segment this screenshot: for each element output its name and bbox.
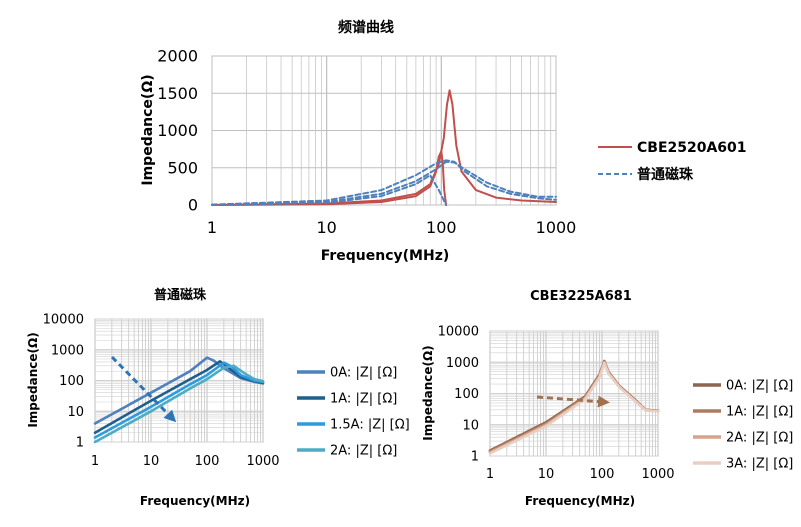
annotation-arrow <box>110 355 177 423</box>
x-tick-label: 100 <box>590 467 615 482</box>
legend-label: 1.5A: |Z| [Ω] <box>330 418 410 433</box>
x-axis-label: Frequency(MHz) <box>140 494 250 508</box>
legend-label: CBE2520A601 <box>637 140 747 156</box>
y-tick-label: 2000 <box>157 47 198 66</box>
x-axis-label: Frequency(MHz) <box>321 248 450 264</box>
x-axis-label: Frequency(MHz) <box>525 494 635 508</box>
y-tick-label: 1000 <box>157 121 198 140</box>
y-tick-label: 1 <box>76 436 84 451</box>
annotation-arrow <box>536 395 610 408</box>
y-tick-label: 10 <box>462 418 479 433</box>
x-tick-label: 1000 <box>536 218 577 237</box>
x-tick-label: 10 <box>143 454 160 469</box>
series-line-3 <box>211 160 557 206</box>
y-tick-label: 1500 <box>157 84 198 103</box>
legend-label: 1A: |Z| [Ω] <box>726 405 793 420</box>
y-axis-label: Impedance(Ω) <box>26 332 40 427</box>
x-tick-label: 1 <box>486 467 494 482</box>
x-tick-label: 1000 <box>246 454 279 469</box>
y-axis-label: Impedance(Ω) <box>421 345 435 440</box>
series-line-2 <box>211 159 557 206</box>
x-tick-label: 10 <box>538 467 555 482</box>
legend-label: 0A: |Z| [Ω] <box>330 366 397 381</box>
y-tick-label: 10000 <box>438 325 479 340</box>
y-tick-label: 1000 <box>51 343 84 358</box>
x-tick-label: 10 <box>316 218 336 237</box>
legend-label: 2A: |Z| [Ω] <box>726 431 793 446</box>
y-tick-label: 1 <box>471 450 479 465</box>
x-tick-label: 1 <box>91 454 99 469</box>
series-line-4 <box>211 174 448 206</box>
legend-label: 0A: |Z| [Ω] <box>726 379 793 394</box>
y-tick-label: 100 <box>59 374 84 389</box>
chart-title: 普通磁珠 <box>154 287 207 303</box>
chart-title: 频谱曲线 <box>338 19 394 36</box>
series-line-1 <box>211 150 448 206</box>
x-tick-label: 100 <box>426 218 457 237</box>
y-tick-label: 500 <box>167 158 198 177</box>
legend-label: 1A: |Z| [Ω] <box>330 392 397 407</box>
x-tick-label: 1000 <box>641 467 674 482</box>
series-line-3 <box>93 364 265 444</box>
y-tick-label: 10000 <box>43 313 84 328</box>
y-tick-label: 0 <box>188 196 198 215</box>
y-tick-label: 1000 <box>446 356 479 371</box>
legend-label: 普通磁珠 <box>637 166 694 183</box>
series-line-3 <box>488 361 660 455</box>
x-tick-label: 100 <box>195 454 220 469</box>
y-tick-label: 10 <box>67 405 84 420</box>
chart-title: CBE3225A681 <box>530 289 632 304</box>
series-line-0 <box>211 89 557 206</box>
y-axis-label: Impedance(Ω) <box>140 74 156 185</box>
legend-label: 3A: |Z| [Ω] <box>726 457 793 472</box>
legend-label: 2A: |Z| [Ω] <box>330 444 397 459</box>
series-line-2 <box>93 361 265 439</box>
x-tick-label: 1 <box>207 218 217 237</box>
y-tick-label: 100 <box>454 387 479 402</box>
